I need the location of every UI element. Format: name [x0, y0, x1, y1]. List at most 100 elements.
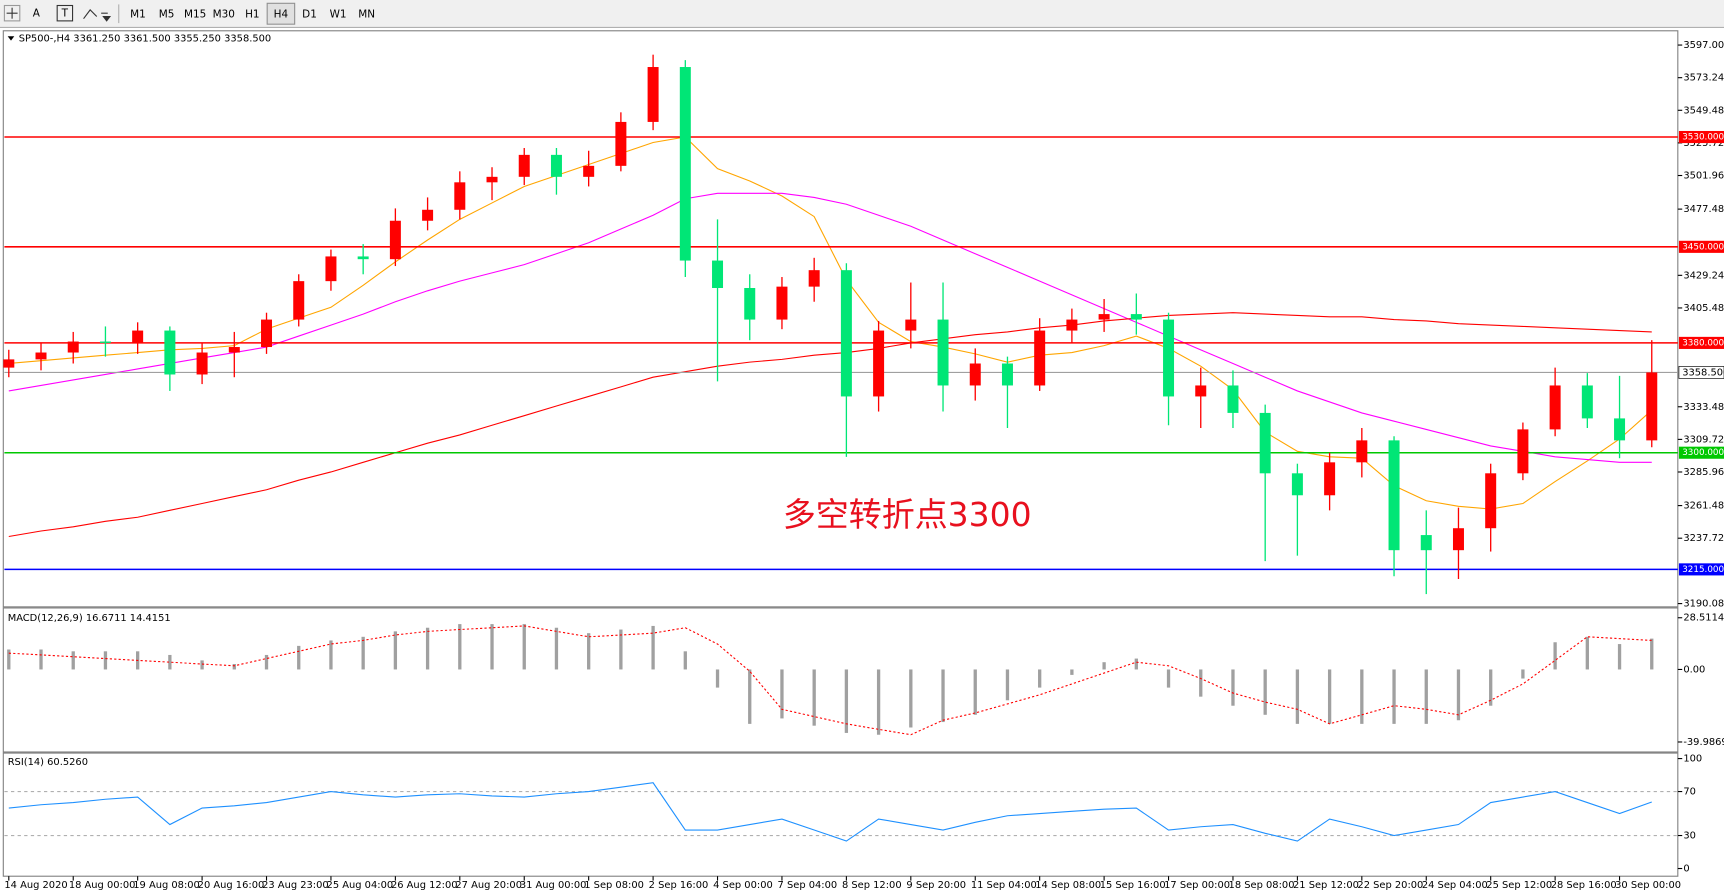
x-tick-label: 7 Sep 04:00	[778, 880, 838, 891]
candle-body	[132, 330, 144, 343]
y-tick-label: 3429.240	[1683, 270, 1724, 281]
moving-average	[8, 136, 1653, 510]
crosshair-icon[interactable]	[3, 4, 21, 22]
candle-body	[905, 319, 917, 331]
candle-body	[679, 67, 691, 261]
candle-body	[1646, 372, 1658, 441]
macd-bar	[490, 624, 494, 670]
price-level-tag	[1678, 446, 1724, 459]
timeframe-label[interactable]: H4	[274, 8, 289, 20]
y-tick-label: 3190.080	[1683, 599, 1724, 610]
timeframe-label[interactable]: MN	[358, 8, 375, 20]
shapes-icon[interactable]	[83, 9, 112, 22]
y-tick-label: 3573.240	[1683, 73, 1724, 84]
candle-body	[840, 270, 852, 397]
annotation: 多空转折点3300	[783, 495, 1032, 534]
candle-body	[1356, 440, 1368, 463]
macd-bar	[1585, 636, 1589, 670]
panel-title: RSI(14) 60.5260	[8, 757, 88, 768]
timeframe-label[interactable]: M1	[130, 8, 146, 20]
timeframe-label[interactable]: M15	[184, 8, 206, 20]
candle-body	[583, 165, 595, 177]
timeframe-label[interactable]: H1	[245, 8, 260, 20]
toolbar: A T M1 M5 M15 M30 H1 H4 D1 W1 MN	[0, 0, 1724, 29]
y-tick-label: 3597.000	[1683, 40, 1724, 51]
x-tick-label: 9 Sep 20:00	[906, 880, 966, 891]
x-tick-label: 21 Sep 12:00	[1293, 880, 1359, 891]
y-tick-label: 3501.960	[1683, 171, 1724, 182]
candle-body	[518, 154, 530, 177]
macd-bar	[168, 654, 172, 670]
macd-bar	[361, 636, 365, 670]
macd-bar	[1005, 669, 1010, 701]
candle-body	[196, 352, 208, 375]
macd-signal	[8, 625, 1652, 736]
x-tick-label: 27 Aug 20:00	[455, 880, 522, 891]
price-level-label: 3300.000	[1682, 448, 1724, 458]
x-tick-label: 19 Aug 08:00	[133, 880, 200, 891]
macd-bar	[748, 669, 752, 724]
candle-body	[357, 256, 369, 260]
candle-body	[873, 330, 885, 397]
macd-bar	[1489, 669, 1493, 706]
macd-bar	[7, 649, 11, 670]
candle-body	[67, 341, 79, 353]
timeframe-label[interactable]: M30	[213, 8, 235, 20]
timeframe-label[interactable]: M5	[159, 8, 175, 20]
candle-body	[1130, 314, 1142, 320]
macd-bar	[71, 651, 75, 670]
y-tick-label: 70	[1683, 787, 1696, 798]
candle-body	[1034, 330, 1046, 386]
x-tick-label: 25 Sep 12:00	[1486, 880, 1552, 891]
y-tick-label: 28.5114	[1683, 613, 1724, 624]
chart-title: SP500-,H4 3361.250 3361.500 3355.250 335…	[19, 33, 272, 44]
y-tick-label: 3525.720	[1683, 138, 1724, 149]
x-tick-label: 1 Sep 08:00	[584, 880, 644, 891]
y-tick-label: 3549.480	[1683, 105, 1724, 116]
macd-bar	[1038, 669, 1042, 688]
y-tick-label: 3333.480	[1683, 402, 1724, 413]
macd-bar	[39, 649, 43, 670]
macd-bar	[554, 627, 559, 670]
text-tool-box[interactable]	[56, 4, 74, 22]
timeframe-button[interactable]	[266, 2, 296, 25]
macd-bar	[780, 669, 784, 719]
x-tick-label: 15 Sep 16:00	[1100, 880, 1166, 891]
macd-bar	[876, 669, 881, 735]
y-tick-label: 0	[1683, 864, 1689, 875]
macd-bar	[1102, 662, 1106, 670]
candle-body	[1324, 462, 1336, 496]
y-tick-label: 100	[1683, 754, 1702, 765]
candle-body	[550, 154, 562, 177]
macd-bar	[1521, 669, 1525, 679]
candle-body	[486, 176, 498, 183]
y-tick-label: -39.9869	[1683, 737, 1724, 748]
timeframe-label[interactable]: W1	[330, 8, 347, 20]
x-tick-label: 20 Aug 16:00	[198, 880, 265, 891]
rsi-line	[8, 782, 1652, 842]
macd-bar	[973, 669, 977, 715]
last-price-label: 3358.500	[1682, 367, 1724, 378]
candle-body	[99, 341, 111, 343]
candle-body	[1291, 473, 1303, 496]
x-tick-label: 11 Sep 04:00	[971, 880, 1037, 891]
candle-body	[937, 319, 949, 386]
tool-button[interactable]: T	[61, 8, 69, 20]
x-tick-label: 14 Aug 2020	[4, 880, 67, 891]
macd-bar	[1392, 669, 1396, 724]
timeframe-label[interactable]: D1	[302, 8, 317, 20]
macd-bar	[1650, 638, 1654, 670]
tool-button[interactable]: A	[33, 8, 41, 20]
candle-body	[293, 281, 305, 320]
macd-bar	[425, 627, 430, 670]
candle-body	[164, 330, 176, 375]
candle-body	[261, 319, 273, 348]
macd-bar	[458, 624, 462, 670]
x-tick-label: 8 Sep 12:00	[842, 880, 902, 891]
macd-bar	[1360, 669, 1364, 724]
macd-bar	[200, 660, 204, 670]
macd-bar	[1327, 669, 1332, 724]
candle-body	[744, 288, 756, 320]
